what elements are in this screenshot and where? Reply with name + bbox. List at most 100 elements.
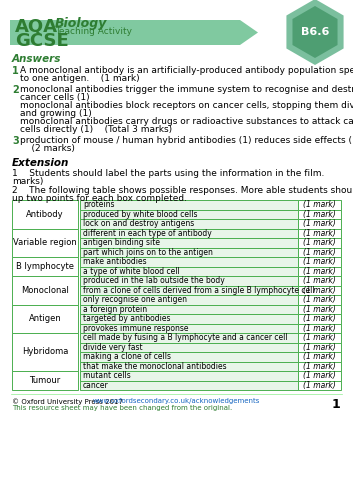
FancyBboxPatch shape <box>12 276 78 304</box>
Text: A monoclonal antibody is an artificially-produced antibody population specific: A monoclonal antibody is an artificially… <box>20 66 353 75</box>
Text: cells directly (1)    (Total 3 marks): cells directly (1) (Total 3 marks) <box>20 125 172 134</box>
Text: only recognise one antigen: only recognise one antigen <box>83 295 187 304</box>
FancyBboxPatch shape <box>298 286 341 295</box>
FancyBboxPatch shape <box>80 276 298 285</box>
FancyBboxPatch shape <box>80 210 298 219</box>
Text: antigen binding site: antigen binding site <box>83 238 160 247</box>
FancyBboxPatch shape <box>80 362 298 371</box>
Text: B lymphocyte: B lymphocyte <box>16 262 74 271</box>
Text: marks): marks) <box>12 177 43 186</box>
Polygon shape <box>286 0 343 65</box>
FancyBboxPatch shape <box>298 304 341 314</box>
Text: (1 mark): (1 mark) <box>303 295 336 304</box>
FancyBboxPatch shape <box>298 219 341 228</box>
Text: (1 mark): (1 mark) <box>303 229 336 238</box>
FancyBboxPatch shape <box>298 248 341 257</box>
FancyBboxPatch shape <box>298 352 341 362</box>
FancyBboxPatch shape <box>80 248 298 257</box>
Text: making a clone of cells: making a clone of cells <box>83 352 171 361</box>
Text: Variable region: Variable region <box>13 238 77 247</box>
FancyBboxPatch shape <box>80 314 298 324</box>
Text: Biology: Biology <box>55 18 107 30</box>
Text: 3: 3 <box>12 136 19 146</box>
FancyBboxPatch shape <box>80 333 298 342</box>
Text: (1 mark): (1 mark) <box>303 362 336 371</box>
Polygon shape <box>10 20 258 45</box>
Text: Tumour: Tumour <box>29 376 61 385</box>
FancyBboxPatch shape <box>298 362 341 371</box>
Text: 1: 1 <box>12 66 19 76</box>
Text: targeted by antibodies: targeted by antibodies <box>83 314 170 324</box>
Text: Monoclonal: Monoclonal <box>21 286 69 294</box>
Text: GCSE: GCSE <box>15 32 69 50</box>
Text: Answers: Answers <box>12 54 61 64</box>
FancyBboxPatch shape <box>80 286 298 295</box>
Text: monoclonal antibodies carry drugs or radioactive substances to attack cancer: monoclonal antibodies carry drugs or rad… <box>20 117 353 126</box>
Text: (1 mark): (1 mark) <box>303 219 336 228</box>
FancyBboxPatch shape <box>298 333 341 342</box>
Text: make antibodies: make antibodies <box>83 257 146 266</box>
Text: (1 mark): (1 mark) <box>303 324 336 333</box>
FancyBboxPatch shape <box>80 266 298 276</box>
FancyBboxPatch shape <box>298 210 341 219</box>
FancyBboxPatch shape <box>80 257 298 266</box>
FancyBboxPatch shape <box>298 257 341 266</box>
Text: 1    Students should label the parts using the information in the film.         : 1 Students should label the parts using … <box>12 169 353 178</box>
Text: Antigen: Antigen <box>29 314 61 324</box>
Text: B6.6: B6.6 <box>301 27 329 37</box>
FancyBboxPatch shape <box>80 324 298 333</box>
Text: different in each type of antibody: different in each type of antibody <box>83 229 212 238</box>
Text: (1 mark): (1 mark) <box>303 381 336 390</box>
FancyBboxPatch shape <box>12 257 78 276</box>
Text: proteins: proteins <box>83 200 114 209</box>
Text: Hybridoma: Hybridoma <box>22 348 68 356</box>
FancyBboxPatch shape <box>80 304 298 314</box>
Text: (1 mark): (1 mark) <box>303 267 336 276</box>
Text: Extension: Extension <box>12 158 70 168</box>
Text: AQA: AQA <box>15 17 58 35</box>
Text: up two points for each box completed.: up two points for each box completed. <box>12 194 187 203</box>
FancyBboxPatch shape <box>298 380 341 390</box>
Text: provokes immune response: provokes immune response <box>83 324 189 333</box>
FancyBboxPatch shape <box>298 314 341 324</box>
Text: Antibody: Antibody <box>26 210 64 219</box>
Text: monoclonal antibodies trigger the immune system to recognise and destroy: monoclonal antibodies trigger the immune… <box>20 85 353 94</box>
FancyBboxPatch shape <box>12 228 78 257</box>
Text: (1 mark): (1 mark) <box>303 257 336 266</box>
FancyBboxPatch shape <box>12 333 78 371</box>
FancyBboxPatch shape <box>80 380 298 390</box>
Text: 2: 2 <box>12 85 19 95</box>
Text: from a clone of cells derived from a single B lymphocyte cell: from a clone of cells derived from a sin… <box>83 286 315 294</box>
Text: (1 mark): (1 mark) <box>303 304 336 314</box>
FancyBboxPatch shape <box>80 342 298 352</box>
Text: part which joins on to the antigen: part which joins on to the antigen <box>83 248 213 257</box>
Text: © Oxford University Press 2017: © Oxford University Press 2017 <box>12 398 134 404</box>
FancyBboxPatch shape <box>298 266 341 276</box>
FancyBboxPatch shape <box>298 200 341 209</box>
Text: produced in the lab outside the body: produced in the lab outside the body <box>83 276 225 285</box>
Text: and growing (1): and growing (1) <box>20 109 92 118</box>
Text: (1 mark): (1 mark) <box>303 276 336 285</box>
FancyBboxPatch shape <box>298 228 341 238</box>
FancyBboxPatch shape <box>298 238 341 248</box>
FancyBboxPatch shape <box>80 371 298 380</box>
FancyBboxPatch shape <box>80 219 298 228</box>
Text: to one antigen.    (1 mark): to one antigen. (1 mark) <box>20 74 140 83</box>
Text: lock on and destroy antigens: lock on and destroy antigens <box>83 219 194 228</box>
Text: 1: 1 <box>331 398 340 411</box>
Text: (2 marks): (2 marks) <box>20 144 75 153</box>
Text: that make the monoclonal antibodies: that make the monoclonal antibodies <box>83 362 227 371</box>
FancyBboxPatch shape <box>12 371 78 390</box>
Text: produced by white blood cells: produced by white blood cells <box>83 210 197 219</box>
Text: cell made by fusing a B lymphocyte and a cancer cell: cell made by fusing a B lymphocyte and a… <box>83 333 288 342</box>
Text: (1 mark): (1 mark) <box>303 333 336 342</box>
FancyBboxPatch shape <box>12 304 78 333</box>
Text: (1 mark): (1 mark) <box>303 210 336 219</box>
Text: (1 mark): (1 mark) <box>303 352 336 361</box>
FancyBboxPatch shape <box>80 352 298 362</box>
Text: a foreign protein: a foreign protein <box>83 304 147 314</box>
FancyBboxPatch shape <box>298 276 341 285</box>
Text: (1 mark): (1 mark) <box>303 286 336 294</box>
FancyBboxPatch shape <box>298 371 341 380</box>
Text: www.oxfordsecondary.co.uk/acknowledgements: www.oxfordsecondary.co.uk/acknowledgemen… <box>93 398 261 404</box>
